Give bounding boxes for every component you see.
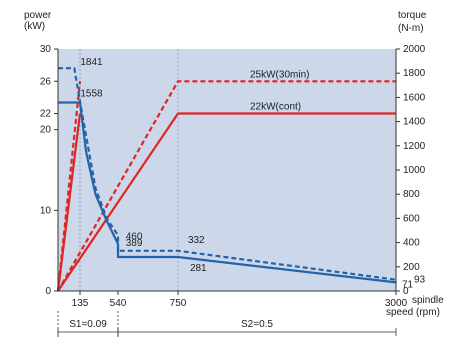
left-axis-tick-label: 26 — [40, 76, 52, 87]
right-axis-tick-label: 400 — [403, 238, 420, 249]
right-axis-tick-label: 1000 — [403, 165, 426, 176]
left-axis-unit-label: (kW) — [24, 21, 45, 32]
power-series-line — [56, 81, 82, 292]
right-axis-label: torque — [398, 10, 427, 21]
range-annotations: S1=0.09 S2=0.5 — [57, 311, 397, 338]
x-axis-tick-label: 540 — [110, 298, 127, 309]
data-label: 460 — [126, 231, 143, 242]
power-series-line — [57, 112, 396, 292]
left-axis-tick-label: 10 — [40, 205, 52, 216]
x-axis-unit-label: speed (rpm) — [386, 307, 440, 318]
left-axis-tick-label: 22 — [40, 109, 52, 120]
x-axis-label: spindle — [412, 295, 444, 306]
torque-series-line — [58, 101, 397, 284]
x-axis-tick-label: 3000 — [385, 298, 408, 309]
power-series-line — [56, 113, 82, 292]
right-axis-tick-label: 1400 — [403, 117, 426, 128]
axes-layer: 3026222010020001800160014001200100080060… — [40, 44, 426, 309]
data-label: 389 — [126, 238, 143, 249]
left-axis-tick-label: 0 — [45, 286, 51, 297]
x-axis-tick-label: 750 — [170, 298, 187, 309]
right-axis-tick-label: 0 — [403, 286, 409, 297]
data-label: 22kW(cont) — [250, 102, 301, 113]
data-label: 93 — [414, 275, 426, 286]
plot-area — [58, 49, 396, 291]
right-axis-tick-label: 600 — [403, 213, 420, 224]
power-series-line — [57, 80, 396, 292]
x-axis-tick-label: 135 — [72, 298, 89, 309]
range-label: S2=0.5 — [241, 319, 273, 330]
data-label: 25kW(30min) — [250, 69, 309, 80]
range-label: S1=0.09 — [69, 319, 107, 330]
right-axis-tick-label: 200 — [403, 262, 420, 273]
data-label: 71 — [402, 279, 414, 290]
series-layer — [56, 67, 397, 292]
right-axis-tick-label: 800 — [403, 189, 420, 200]
right-axis-tick-label: 2000 — [403, 44, 426, 55]
right-axis-tick-label: 1200 — [403, 141, 426, 152]
right-axis-tick-label: 1800 — [403, 68, 426, 79]
data-label: 332 — [188, 235, 205, 246]
data-label: 281 — [190, 263, 207, 274]
left-axis-label: power — [24, 10, 52, 21]
left-axis-tick-label: 30 — [40, 44, 52, 55]
right-axis-unit-label: (N-m) — [398, 23, 424, 34]
data-label: 1558 — [80, 88, 103, 99]
left-axis-tick-label: 20 — [40, 125, 52, 136]
data-label: 1841 — [80, 57, 103, 68]
right-axis-tick-label: 1600 — [403, 92, 426, 103]
